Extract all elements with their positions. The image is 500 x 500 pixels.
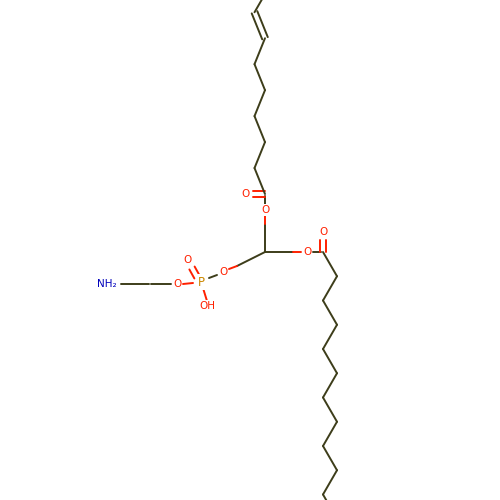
Text: O: O (319, 227, 327, 237)
Text: O: O (261, 205, 269, 215)
Text: OH: OH (199, 301, 215, 311)
Text: O: O (303, 247, 311, 257)
Text: O: O (173, 279, 181, 289)
Text: O: O (219, 267, 227, 277)
Text: P: P (198, 276, 204, 288)
Text: O: O (183, 255, 191, 265)
Text: O: O (241, 189, 249, 199)
Text: NH₂: NH₂ (97, 279, 117, 289)
